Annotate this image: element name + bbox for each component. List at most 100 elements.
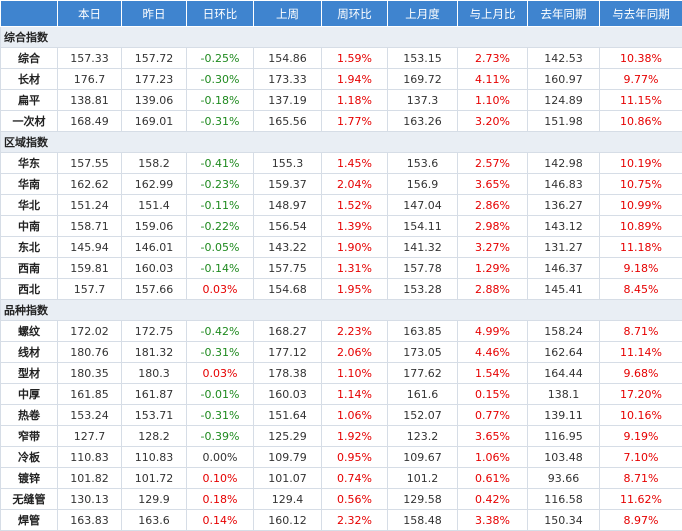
- header-row: 本日 昨日 日环比 上周 周环比 上月度 与上月比 去年同期 与去年同期: [0, 0, 682, 27]
- cell-week-change: 0.56%: [321, 488, 388, 510]
- cell-year-change: 11.18%: [599, 236, 682, 258]
- cell-day-change: -0.31%: [186, 404, 254, 426]
- cell-today: 130.13: [57, 488, 122, 510]
- cell-last-year: 143.12: [527, 215, 600, 237]
- cell-last-week: 165.56: [253, 110, 322, 132]
- cell-last-month: 169.72: [387, 68, 458, 90]
- cell-today: 159.81: [57, 257, 122, 279]
- cell-last-year: 93.66: [527, 467, 600, 489]
- cell-month-change: 4.11%: [457, 68, 528, 90]
- cell-last-month: 177.62: [387, 362, 458, 384]
- table-row: 中厚 161.85 161.87 -0.01% 160.03 1.14% 161.6 0.15…: [0, 383, 682, 405]
- cell-month-change: 3.27%: [457, 236, 528, 258]
- cell-yesterday: 139.06: [121, 89, 187, 111]
- cell-today: 180.35: [57, 362, 122, 384]
- cell-last-week: 177.12: [253, 341, 322, 363]
- cell-last-month: 141.32: [387, 236, 458, 258]
- cell-today: 153.24: [57, 404, 122, 426]
- cell-week-change: 1.59%: [321, 47, 388, 69]
- cell-yesterday: 110.83: [121, 446, 187, 468]
- header-last-week: 上周: [253, 0, 322, 27]
- cell-name: 扁平: [0, 89, 58, 111]
- cell-today: 168.49: [57, 110, 122, 132]
- cell-year-change: 11.62%: [599, 488, 682, 510]
- cell-month-change: 2.73%: [457, 47, 528, 69]
- cell-last-year: 131.27: [527, 236, 600, 258]
- cell-year-change: 10.89%: [599, 215, 682, 237]
- cell-last-year: 103.48: [527, 446, 600, 468]
- table-row: 型材 180.35 180.3 0.03% 178.38 1.10% 177.62 1.54%…: [0, 362, 682, 384]
- cell-month-change: 2.57%: [457, 152, 528, 174]
- cell-last-week: 148.97: [253, 194, 322, 216]
- cell-week-change: 1.77%: [321, 110, 388, 132]
- cell-yesterday: 160.03: [121, 257, 187, 279]
- header-last-year: 去年同期: [527, 0, 600, 27]
- cell-year-change: 10.19%: [599, 152, 682, 174]
- cell-year-change: 8.45%: [599, 278, 682, 300]
- cell-week-change: 2.06%: [321, 341, 388, 363]
- cell-name: 冷板: [0, 446, 58, 468]
- cell-day-change: 0.10%: [186, 467, 254, 489]
- table-row: 螺纹 172.02 172.75 -0.42% 168.27 2.23% 163.85 4.9…: [0, 320, 682, 342]
- cell-last-week: 159.37: [253, 173, 322, 195]
- cell-today: 151.24: [57, 194, 122, 216]
- cell-day-change: -0.18%: [186, 89, 254, 111]
- cell-month-change: 3.20%: [457, 110, 528, 132]
- cell-month-change: 2.86%: [457, 194, 528, 216]
- cell-name: 西南: [0, 257, 58, 279]
- cell-week-change: 1.18%: [321, 89, 388, 111]
- cell-last-year: 164.44: [527, 362, 600, 384]
- cell-yesterday: 163.6: [121, 509, 187, 531]
- table-row: 扁平 138.81 139.06 -0.18% 137.19 1.18% 137.3 1.10…: [0, 89, 682, 111]
- cell-name: 型材: [0, 362, 58, 384]
- header-yesterday: 昨日: [121, 0, 187, 27]
- cell-last-month: 163.26: [387, 110, 458, 132]
- cell-name: 一次材: [0, 110, 58, 132]
- cell-week-change: 2.23%: [321, 320, 388, 342]
- cell-today: 176.7: [57, 68, 122, 90]
- table-row: 综合 157.33 157.72 -0.25% 154.86 1.59% 153.15 2.7…: [0, 47, 682, 69]
- cell-last-week: 129.4: [253, 488, 322, 510]
- cell-name: 镀锌: [0, 467, 58, 489]
- cell-name: 线材: [0, 341, 58, 363]
- cell-last-week: 154.68: [253, 278, 322, 300]
- cell-today: 138.81: [57, 89, 122, 111]
- table-row: 窄带 127.7 128.2 -0.39% 125.29 1.92% 123.2 3.65% 1…: [0, 425, 682, 447]
- cell-yesterday: 128.2: [121, 425, 187, 447]
- header-year-change: 与去年同期: [599, 0, 682, 27]
- cell-day-change: -0.31%: [186, 110, 254, 132]
- cell-last-week: 151.64: [253, 404, 322, 426]
- cell-yesterday: 172.75: [121, 320, 187, 342]
- table-row: 东北 145.94 146.01 -0.05% 143.22 1.90% 141.32 3.2…: [0, 236, 682, 258]
- cell-month-change: 3.38%: [457, 509, 528, 531]
- cell-year-change: 11.15%: [599, 89, 682, 111]
- cell-last-year: 142.98: [527, 152, 600, 174]
- cell-last-month: 152.07: [387, 404, 458, 426]
- cell-year-change: 17.20%: [599, 383, 682, 405]
- section-title: 品种指数: [0, 299, 682, 321]
- cell-day-change: -0.01%: [186, 383, 254, 405]
- cell-month-change: 0.15%: [457, 383, 528, 405]
- cell-yesterday: 161.87: [121, 383, 187, 405]
- header-today: 本日: [57, 0, 122, 27]
- cell-month-change: 0.77%: [457, 404, 528, 426]
- cell-last-week: 155.3: [253, 152, 322, 174]
- cell-last-month: 123.2: [387, 425, 458, 447]
- cell-last-year: 151.98: [527, 110, 600, 132]
- cell-year-change: 8.71%: [599, 320, 682, 342]
- cell-day-change: 0.00%: [186, 446, 254, 468]
- cell-last-year: 150.34: [527, 509, 600, 531]
- cell-name: 华南: [0, 173, 58, 195]
- cell-yesterday: 181.32: [121, 341, 187, 363]
- table-body: 综合指数 综合 157.33 157.72 -0.25% 154.86 1.59% 153.1…: [0, 26, 682, 531]
- cell-today: 163.83: [57, 509, 122, 531]
- cell-week-change: 0.95%: [321, 446, 388, 468]
- cell-yesterday: 157.72: [121, 47, 187, 69]
- cell-last-year: 162.64: [527, 341, 600, 363]
- cell-last-year: 136.27: [527, 194, 600, 216]
- cell-month-change: 3.65%: [457, 173, 528, 195]
- cell-today: 161.85: [57, 383, 122, 405]
- cell-yesterday: 157.66: [121, 278, 187, 300]
- table-header: 本日 昨日 日环比 上周 周环比 上月度 与上月比 去年同期 与去年同期: [0, 0, 682, 27]
- cell-month-change: 2.98%: [457, 215, 528, 237]
